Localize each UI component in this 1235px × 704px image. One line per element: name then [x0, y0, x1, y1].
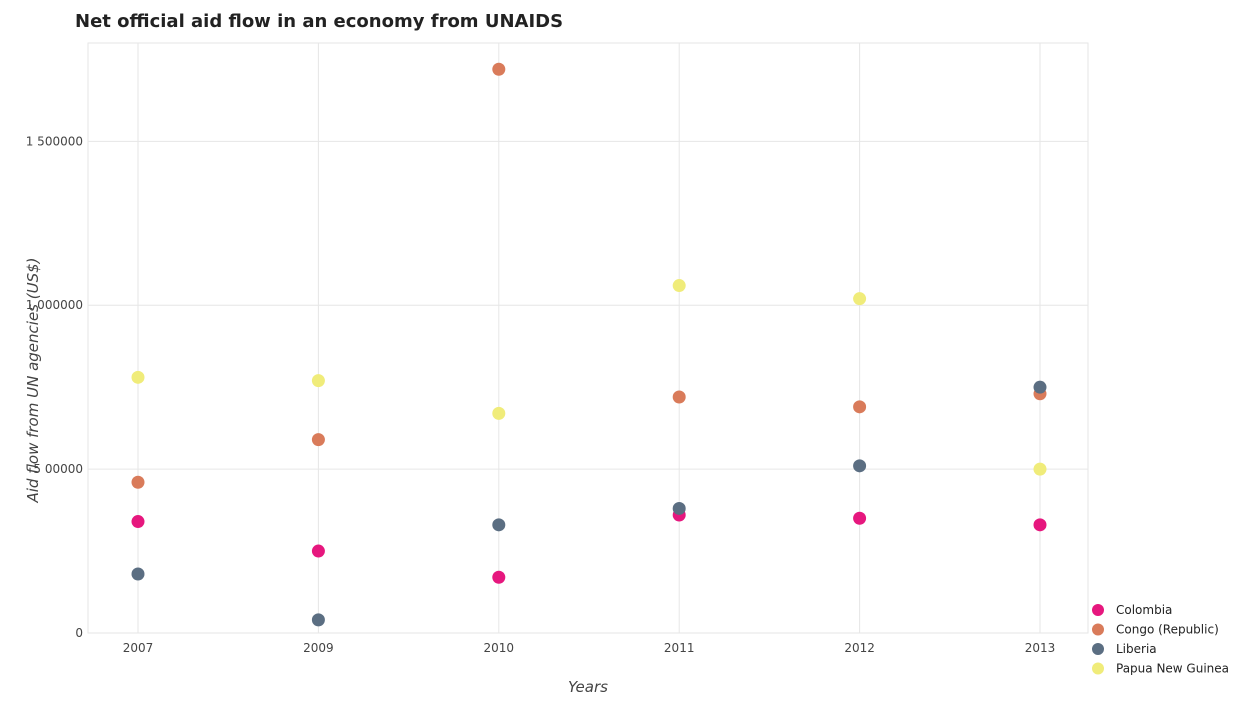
y-axis-ticks: 0 5 00000 1 000000 1 500000	[26, 134, 83, 640]
data-point	[1033, 380, 1047, 394]
data-points	[131, 62, 1047, 627]
y-tick-label: 1 500000	[26, 134, 83, 148]
legend-marker	[1092, 662, 1104, 675]
data-point	[672, 279, 686, 293]
data-point	[1033, 518, 1047, 532]
data-point	[492, 570, 506, 584]
x-axis-title: Years	[568, 678, 608, 696]
series-colombia	[131, 508, 1047, 584]
legend-marker	[1092, 623, 1104, 636]
legend-label: Colombia	[1116, 603, 1172, 617]
y-axis-title: Aid flow from UN agencies (US$)	[24, 257, 42, 503]
legend-label: Liberia	[1116, 642, 1157, 656]
legend: Colombia Congo (Republic) Liberia Papua New…	[1092, 603, 1229, 676]
data-point	[311, 433, 325, 447]
data-point	[131, 475, 145, 489]
series-congo-republic	[131, 62, 1047, 489]
series-papua-new-guinea	[131, 279, 1047, 476]
legend-marker	[1092, 604, 1104, 616]
chart-title: Net official aid flow in an economy from…	[75, 11, 563, 32]
legend-label: Papua New Guinea	[1116, 662, 1229, 676]
data-point	[311, 613, 325, 627]
data-point	[492, 406, 506, 420]
data-point	[492, 518, 506, 532]
y-tick-label: 5 00000	[33, 462, 83, 476]
legend-marker	[1092, 643, 1104, 655]
x-tick-label: 2013	[1025, 641, 1056, 655]
series-liberia	[131, 380, 1047, 627]
x-axis-ticks: 2007 2009 2010 2011 2012 2013	[123, 641, 1056, 655]
plot-frame	[87, 42, 1089, 634]
data-point	[853, 292, 867, 306]
x-tick-label: 2012	[844, 641, 875, 655]
data-point	[492, 62, 506, 76]
x-tick-label: 2010	[484, 641, 515, 655]
legend-label: Congo (Republic)	[1116, 623, 1219, 637]
data-point	[131, 515, 145, 529]
data-point	[131, 370, 145, 384]
y-tick-label: 0	[75, 626, 83, 640]
x-tick-label: 2009	[303, 641, 334, 655]
data-point	[131, 567, 145, 581]
data-point	[853, 459, 867, 473]
data-point	[672, 501, 686, 515]
y-tick-label: 1 000000	[26, 298, 83, 312]
data-point	[311, 544, 325, 558]
x-tick-label: 2007	[123, 641, 154, 655]
grid	[87, 42, 1089, 634]
data-point	[853, 400, 867, 414]
data-point	[311, 374, 325, 388]
data-point	[672, 390, 686, 404]
data-point	[853, 511, 867, 525]
x-tick-label: 2011	[664, 641, 695, 655]
data-point	[1033, 462, 1047, 476]
